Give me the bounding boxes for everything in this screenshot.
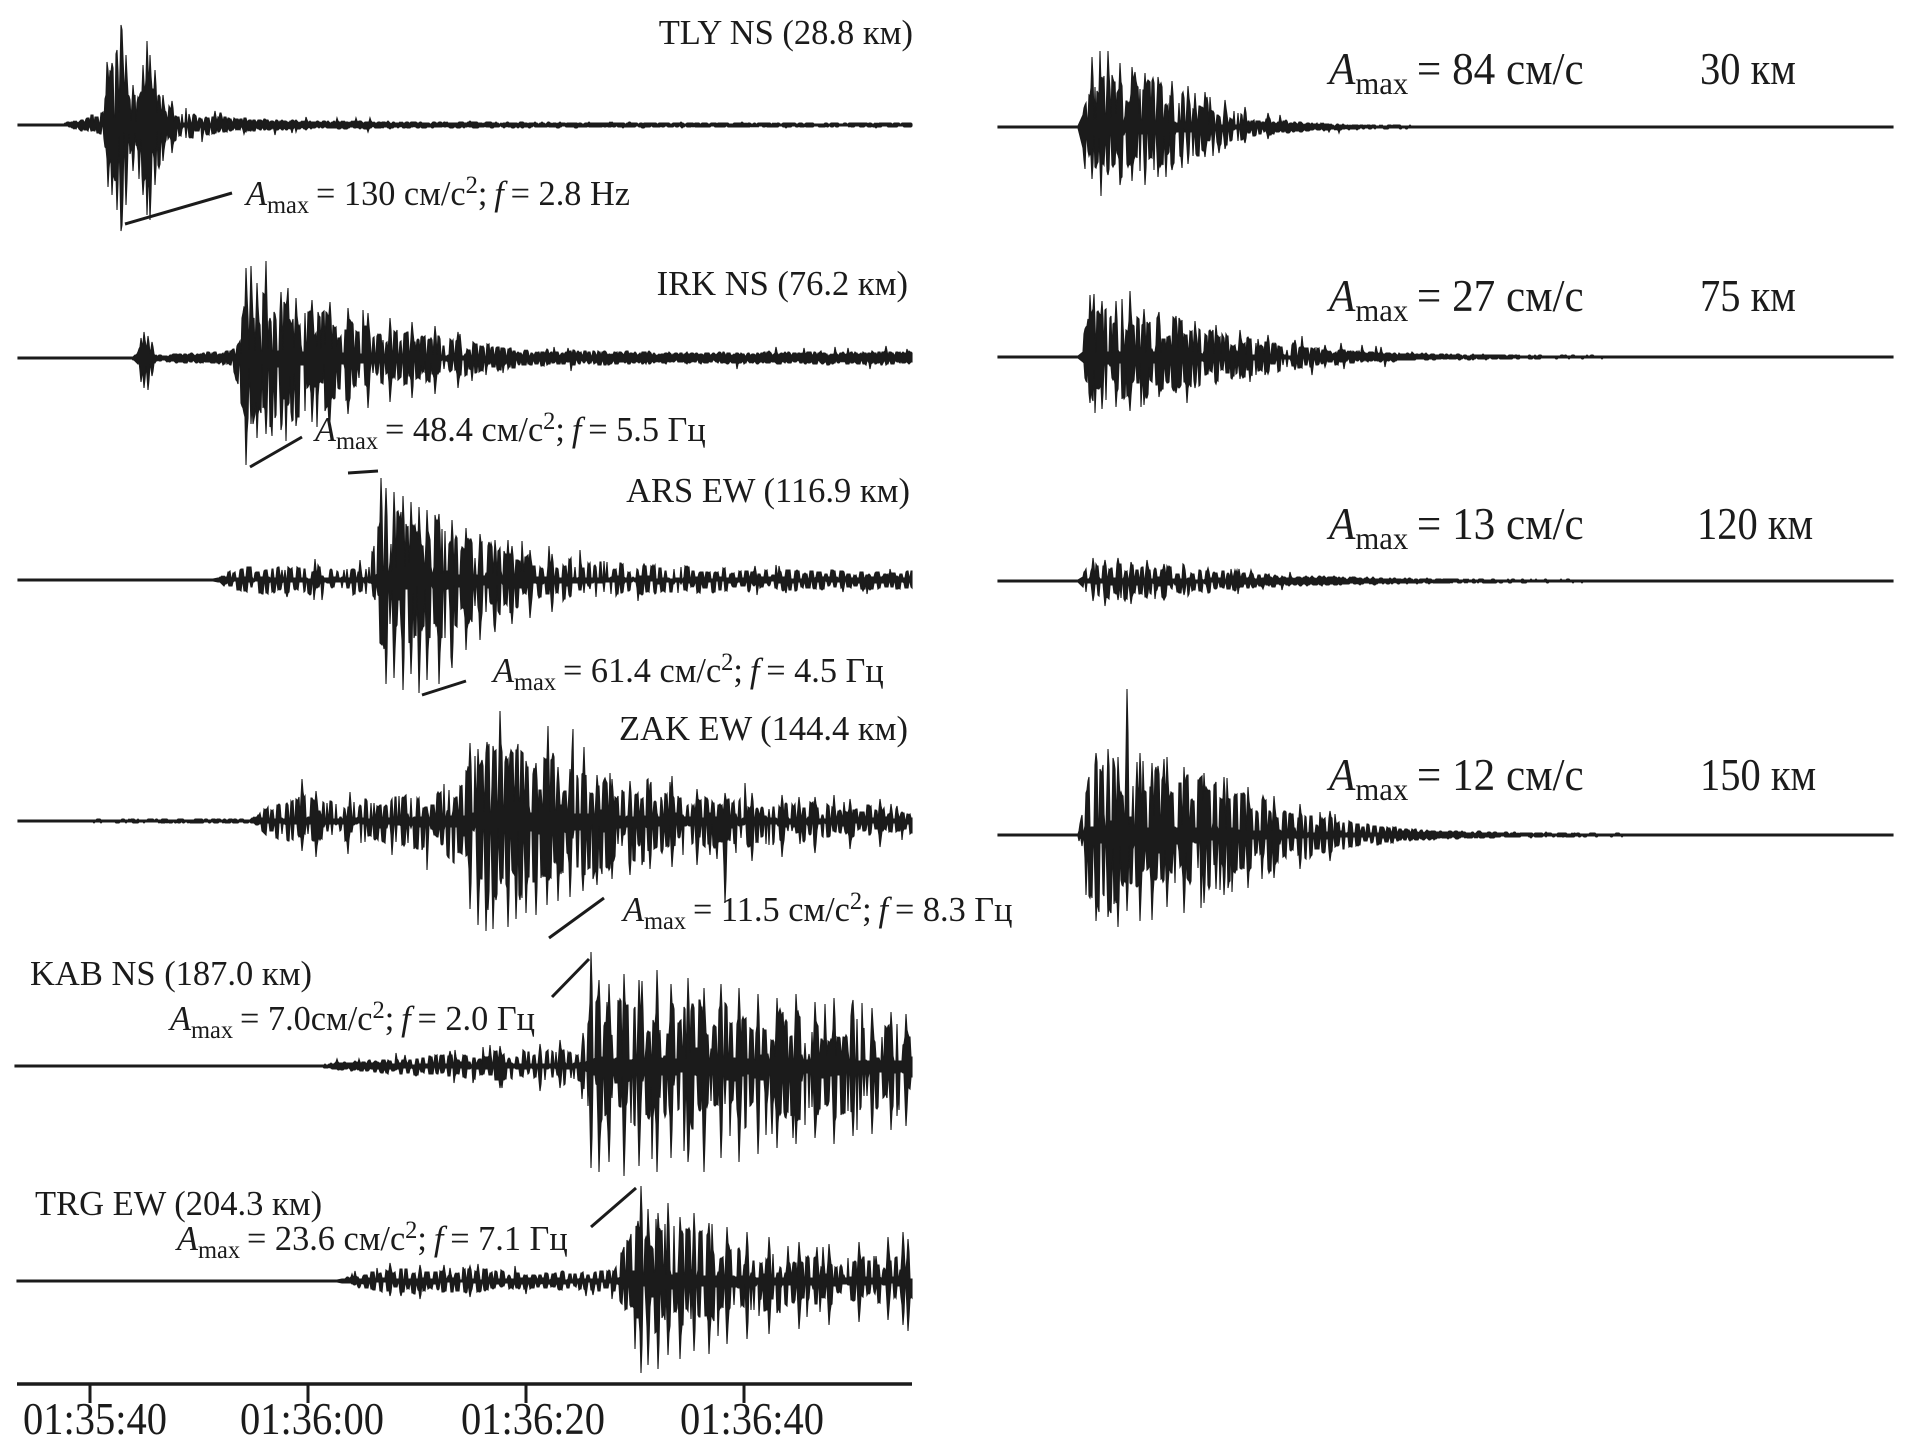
svg-text:Amax = 7.0см/с2; f = 2.0 Гц: Amax = 7.0см/с2; f = 2.0 Гц xyxy=(168,997,535,1044)
svg-text:01:36:40: 01:36:40 xyxy=(680,1395,824,1444)
svg-text:Amax = 11.5 см/с2; f = 8.3 Гц: Amax = 11.5 см/с2; f = 8.3 Гц xyxy=(621,888,1012,935)
svg-text:Amax = 27 см/с: Amax = 27 см/с xyxy=(1326,271,1584,328)
svg-text:75 км: 75 км xyxy=(1700,272,1796,321)
svg-text:ZAK EW (144.4 км): ZAK EW (144.4 км) xyxy=(619,710,908,748)
svg-text:30 км: 30 км xyxy=(1700,45,1796,94)
svg-text:Amax = 130 см/с2; f = 2.8 Hz: Amax = 130 см/с2; f = 2.8 Hz xyxy=(244,172,630,219)
svg-text:01:36:00: 01:36:00 xyxy=(240,1395,384,1444)
svg-text:01:35:40: 01:35:40 xyxy=(23,1395,167,1444)
svg-text:TLY NS (28.8 км): TLY NS (28.8 км) xyxy=(659,14,913,52)
svg-text:120 км: 120 км xyxy=(1697,500,1813,549)
svg-text:01:36:20: 01:36:20 xyxy=(461,1395,605,1444)
svg-text:150 км: 150 км xyxy=(1700,751,1816,800)
svg-text:Amax = 48.4 см/с2; f = 5.5 Гц: Amax = 48.4 см/с2; f = 5.5 Гц xyxy=(313,408,706,455)
svg-text:TRG EW (204.3 км): TRG EW (204.3 км) xyxy=(35,1185,322,1223)
svg-text:Amax = 84 см/с: Amax = 84 см/с xyxy=(1326,44,1584,101)
svg-text:KAB NS (187.0 км): KAB NS (187.0 км) xyxy=(30,955,312,993)
svg-text:IRK NS (76.2 км): IRK NS (76.2 км) xyxy=(657,265,908,303)
svg-text:Amax = 61.4 см/с2; f = 4.5 Гц: Amax = 61.4 см/с2; f = 4.5 Гц xyxy=(491,649,884,696)
svg-text:Amax = 12 см/с: Amax = 12 см/с xyxy=(1326,750,1584,807)
svg-text:Amax = 23.6 см/с2; f = 7.1 Гц: Amax = 23.6 см/с2; f = 7.1 Гц xyxy=(175,1217,568,1264)
svg-text:Amax = 13 см/с: Amax = 13 см/с xyxy=(1326,499,1584,556)
svg-text:ARS EW (116.9 км): ARS EW (116.9 км) xyxy=(626,472,910,510)
